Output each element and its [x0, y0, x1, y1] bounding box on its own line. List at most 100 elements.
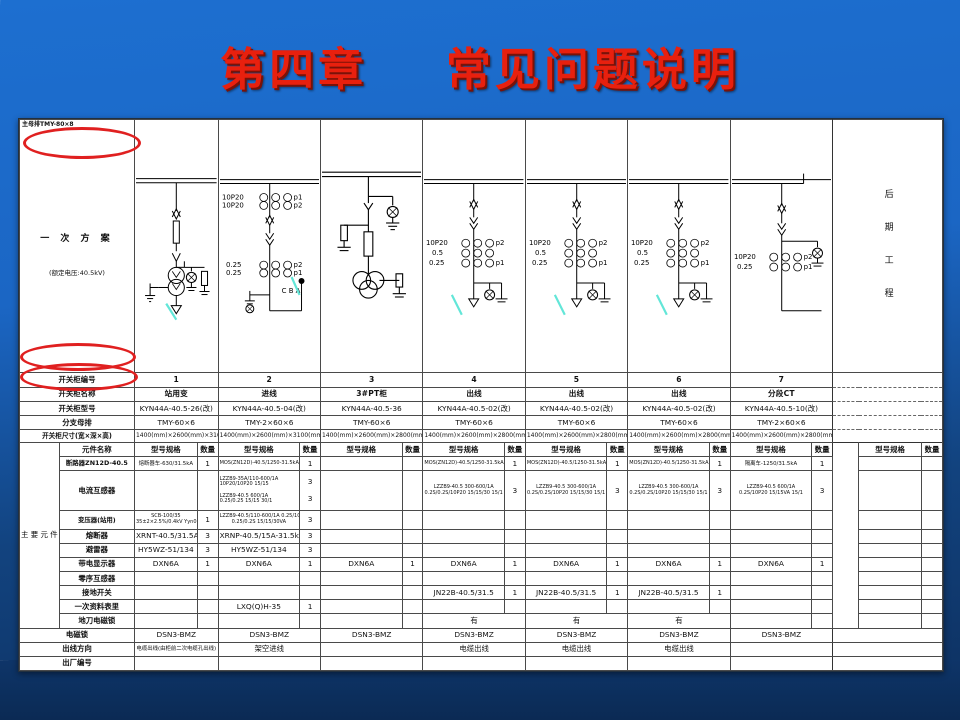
factory-no-6 — [627, 655, 731, 671]
scheme-label-cell: 主母排TMY-80×8 一 次 方 案 (额定电压:40.5kV) — [19, 119, 135, 374]
breaker-qty-4: 1 — [503, 456, 526, 472]
primary-data-qty-6 — [708, 599, 731, 615]
primary-data-qty-5 — [606, 599, 629, 615]
label-zero-ct: 零序互感器 — [58, 571, 135, 587]
mag-lock-4: DSN3-BMZ — [422, 627, 526, 643]
svg-text:10P20: 10P20 — [734, 253, 756, 261]
svg-text:p2: p2 — [496, 239, 505, 247]
earth-switch-qty-4: 1 — [503, 585, 526, 601]
ct-spec-6: LZZB9-40.5 300-600/1A 0.2S/0.2S/10P20 15… — [627, 470, 710, 512]
arrester-spec-6 — [627, 542, 710, 559]
earth-switch-spec-3 — [319, 585, 403, 601]
svg-text:0.5: 0.5 — [535, 249, 546, 257]
earth-lock-qty-3 — [401, 613, 424, 629]
cabinet-size-7: 1400(mm)×2600(mm)×2800(mm) — [729, 429, 834, 444]
label-ct: 电流互感器 — [58, 470, 135, 512]
future-earth-lock-spec — [858, 613, 922, 629]
svg-text:10P20: 10P20 — [631, 239, 653, 247]
future-factory-no — [832, 655, 943, 671]
cabinet-name-6: 出线 — [627, 386, 731, 403]
cabinet-model-3: KYN44A-40.5-36 — [319, 401, 424, 417]
branch-busbar-3: TMY-60×6 — [319, 415, 424, 431]
earth-lock-spec-4: 有 — [422, 613, 526, 629]
factory-no-7 — [729, 655, 834, 671]
scheme-sublabel: (额定电压:40.5kV) — [49, 268, 105, 277]
live-display-spec-3: DXN6A — [319, 557, 403, 573]
arrester-qty-6 — [708, 542, 731, 559]
transformer-spec-2: LZZB9-40.5/110-600/1A 0.25/10P20/10P20 0… — [217, 510, 301, 530]
branch-busbar-1: TMY-60×6 — [133, 415, 219, 431]
future-qty-header: 数量 — [920, 442, 943, 458]
fuse-spec-6 — [627, 528, 710, 544]
svg-text:10P20: 10P20 — [222, 201, 244, 209]
row-arrester: 避雷器 HY5WZ-51/134 3 HY5WZ-51/134 3 — [20, 542, 943, 559]
row-transformer: 变压器(站用) SCB-100/35 35±2×2.5%/0.4kV Yyn0 … — [20, 510, 943, 530]
svg-text:p2: p2 — [598, 239, 607, 247]
future-fuse-spec — [858, 528, 922, 544]
live-display-spec-5: DXN6A — [524, 557, 608, 573]
live-display-spec-4: DXN6A — [422, 557, 505, 573]
svg-text:C B A: C B A — [281, 287, 300, 295]
branch-busbar-5: TMY-60×6 — [524, 415, 629, 431]
diagram-column-2: 10P20 10P20 p1 p2 0.25 0.25 p2 p1 C B A — [217, 119, 321, 374]
live-display-spec-1: DXN6A — [133, 557, 198, 573]
fuse-spec-5 — [524, 528, 608, 544]
branch-busbar-2: TMY-2×60×6 — [217, 415, 321, 431]
fuse-qty-4 — [503, 528, 526, 544]
mag-lock-5: DSN3-BMZ — [524, 627, 629, 643]
branch-busbar-7: TMY-2×60×6 — [729, 415, 834, 431]
breaker-spec-7: 隔离车-1250/31.5kA — [729, 456, 813, 472]
earth-lock-spec-1 — [133, 613, 198, 629]
main-components-label-cell: 主 要 元 件 — [19, 442, 60, 629]
single-line-diagram-sectionalizer: 10P20 p2 0.25 p1 — [731, 173, 832, 312]
cabinet-no-4: 4 — [422, 372, 526, 388]
row-zero-ct: 零序互感器 — [20, 571, 943, 587]
fuse-qty-7 — [811, 528, 834, 544]
svg-text:0.25: 0.25 — [226, 261, 241, 269]
earth-lock-qty-7 — [811, 613, 834, 629]
drawing-sheet: 主母排TMY-80×8 一 次 方 案 (额定电压:40.5kV) — [18, 118, 944, 672]
fuse-spec-1: XRNT-40.5/31.5A — [133, 528, 198, 544]
ct-spec-1 — [133, 470, 198, 512]
primary-data-spec-6 — [627, 599, 710, 615]
earth-switch-qty-6: 1 — [708, 585, 731, 601]
earth-switch-qty-3 — [401, 585, 424, 601]
row-component-header: 主 要 元 件 元件名称 型号规格 数量 型号规格 数量 型号规格 数量 型号规… — [19, 442, 943, 629]
live-display-spec-2: DXN6A — [217, 557, 301, 573]
future-zero-ct-spec — [858, 571, 922, 587]
single-line-diagram-feeder-5: 10P20 p2 0.5 0.25 p1 — [526, 179, 627, 316]
mag-lock-2: DSN3-BMZ — [217, 627, 321, 643]
breaker-qty-6: 1 — [708, 456, 731, 472]
factory-no-1 — [133, 655, 219, 671]
busbar-note: 主母排TMY-80×8 — [22, 121, 74, 128]
outgoing-2: 架空进线 — [217, 641, 321, 657]
main-components-label: 主 要 元 件 — [21, 530, 58, 540]
zero-ct-spec-5 — [524, 571, 608, 587]
label-transformer: 变压器(站用) — [58, 510, 135, 530]
future-transformer-qty — [920, 510, 943, 530]
cabinet-no-1: 1 — [133, 372, 219, 388]
primary-data-qty-3 — [401, 599, 424, 615]
spec-header-7: 型号规格 — [729, 442, 813, 458]
row-breaker: 断路器ZN12D-40.5 熔断器车-630/31.5kA 1 MOS(ZN12… — [20, 456, 943, 472]
row-cabinet-model: 开关柜型号 KYN44A-40.5-26(改) KYN44A-40.5-04(改… — [19, 401, 943, 417]
spec-header-4: 型号规格 — [422, 442, 505, 458]
ct-spec-2: LZZB9-35A/110-600/1A 10P20/10P20 15/15 L… — [217, 470, 301, 512]
transformer-spec-3 — [319, 510, 403, 530]
cabinet-name-7: 分段CT — [729, 386, 834, 403]
arrester-spec-7 — [729, 542, 813, 559]
breaker-qty-3 — [401, 456, 424, 472]
earth-lock-spec-6: 有 — [627, 613, 731, 629]
future-project-label: 后 期 工 程 — [882, 188, 893, 304]
primary-data-spec-5 — [524, 599, 608, 615]
breaker-spec-1: 熔断器车-630/31.5kA — [133, 456, 198, 472]
earth-lock-spec-3 — [319, 613, 403, 629]
ct-spec-5: LZZB9-40.5 300-600/1A 0.2S/0.2S/10P20 15… — [524, 470, 608, 512]
qty-header-5: 数量 — [606, 442, 629, 458]
outgoing-3 — [319, 641, 424, 657]
transformer-spec-1: SCB-100/35 35±2×2.5%/0.4kV Yyn0 Uk%≤5 — [133, 510, 198, 530]
svg-text:0.25: 0.25 — [429, 259, 444, 267]
row-mag-lock: 电磁锁 DSN3-BMZ DSN3-BMZ DSN3-BMZ DSN3-BMZ … — [19, 627, 943, 643]
label-earth-switch: 接地开关 — [58, 585, 135, 601]
switchgear-spec-table: 主母排TMY-80×8 一 次 方 案 (额定电压:40.5kV) — [19, 119, 943, 671]
